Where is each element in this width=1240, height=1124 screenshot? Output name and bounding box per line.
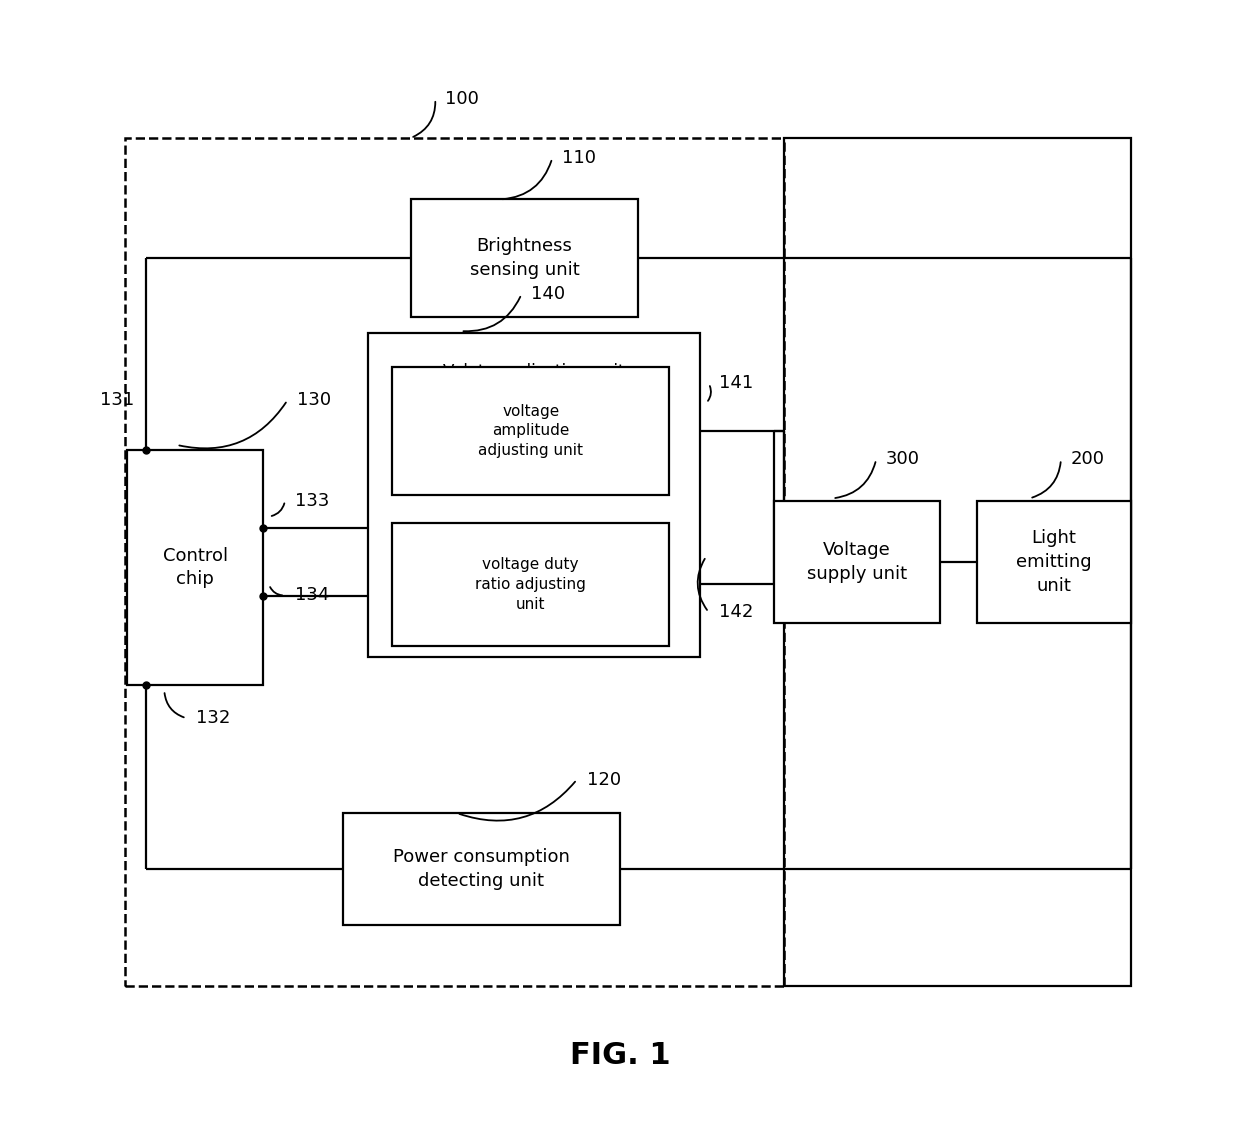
Text: Brightness
sensing unit: Brightness sensing unit (470, 237, 579, 279)
Text: Voltage
supply unit: Voltage supply unit (807, 541, 908, 583)
FancyBboxPatch shape (774, 500, 940, 624)
Text: 300: 300 (887, 451, 920, 469)
Text: Volatge adjusting unit: Volatge adjusting unit (443, 363, 625, 381)
Text: FIG. 1: FIG. 1 (569, 1041, 671, 1070)
Text: 120: 120 (587, 771, 621, 789)
FancyBboxPatch shape (367, 334, 701, 656)
Text: voltage duty
ratio adjusting
unit: voltage duty ratio adjusting unit (475, 558, 587, 611)
Text: 142: 142 (718, 604, 753, 622)
FancyBboxPatch shape (343, 813, 620, 925)
FancyBboxPatch shape (128, 451, 263, 685)
Text: 100: 100 (445, 90, 479, 108)
Text: 133: 133 (295, 491, 329, 509)
FancyBboxPatch shape (392, 366, 670, 495)
Text: Light
emitting
unit: Light emitting unit (1017, 529, 1092, 595)
Text: Control
chip: Control chip (162, 546, 228, 588)
Text: Power consumption
detecting unit: Power consumption detecting unit (393, 847, 570, 889)
Text: 200: 200 (1071, 451, 1105, 469)
FancyBboxPatch shape (784, 138, 1131, 986)
Text: 131: 131 (100, 391, 134, 409)
FancyBboxPatch shape (125, 138, 784, 986)
Text: 141: 141 (718, 374, 753, 392)
Text: 134: 134 (295, 587, 329, 605)
Text: 140: 140 (531, 285, 565, 303)
Text: voltage
amplitude
adjusting unit: voltage amplitude adjusting unit (479, 404, 583, 459)
FancyBboxPatch shape (392, 523, 670, 645)
Text: 110: 110 (562, 149, 596, 167)
Text: 132: 132 (196, 709, 231, 727)
Text: 130: 130 (298, 391, 331, 409)
FancyBboxPatch shape (977, 500, 1131, 624)
FancyBboxPatch shape (410, 199, 639, 317)
